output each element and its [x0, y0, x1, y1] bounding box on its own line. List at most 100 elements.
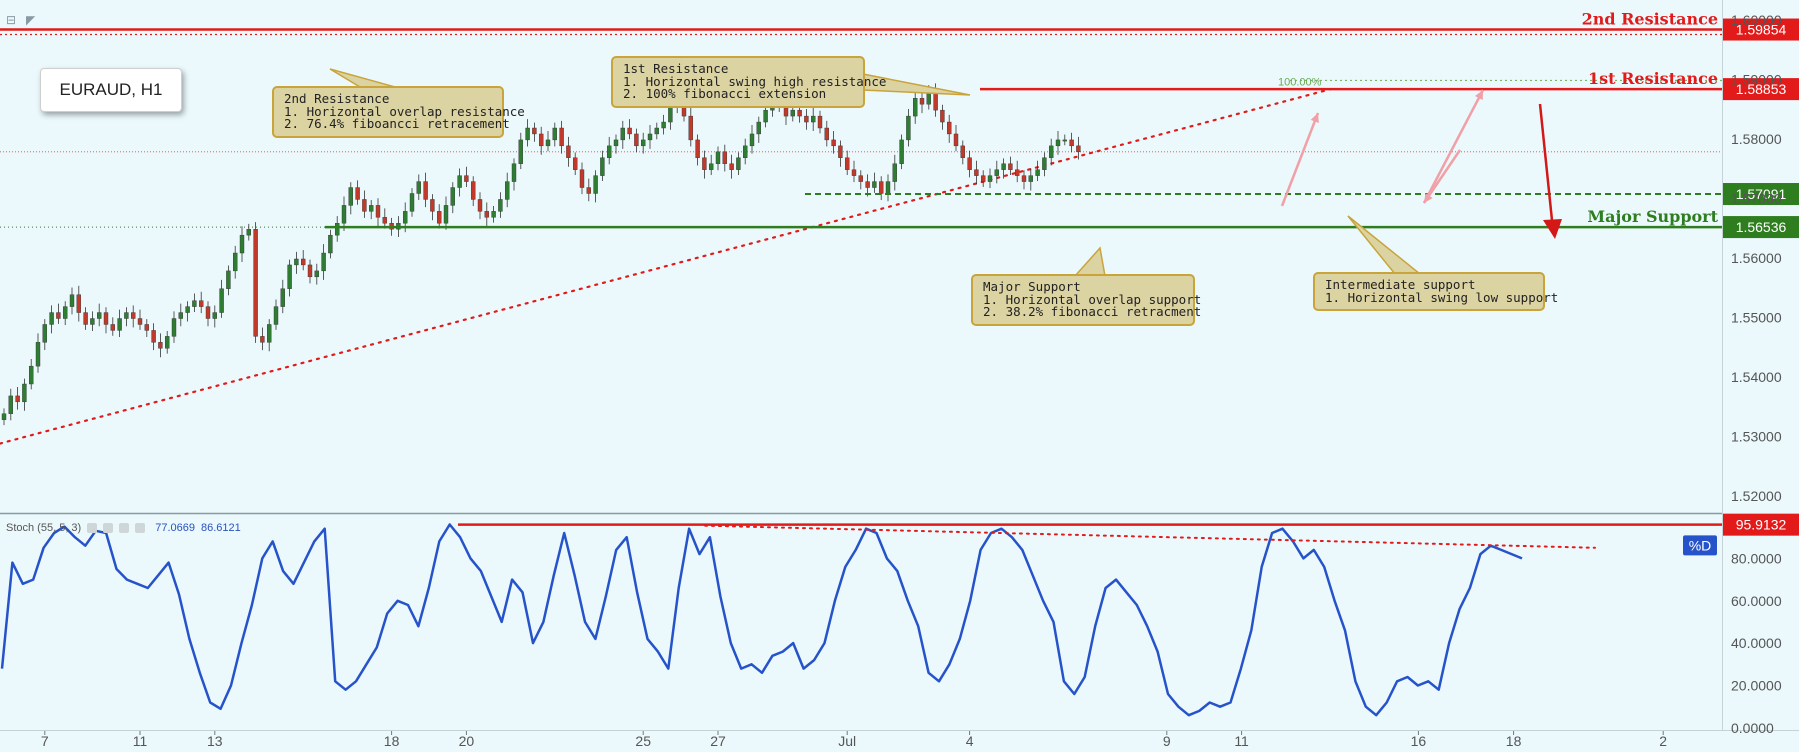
candle-body	[198, 300, 204, 307]
time-tick-label: 7	[41, 733, 49, 749]
intermediate-support-price-tag	[1723, 183, 1799, 206]
time-tick-label: 27	[710, 733, 726, 749]
candle-body	[1042, 157, 1047, 170]
fib-projection-arrow-down-head	[1424, 193, 1433, 203]
candle-body	[749, 133, 755, 147]
callout-second-resistance[interactable]: 2nd Resistance 1. Horizontal overlap res…	[272, 86, 525, 138]
candle-body	[178, 312, 184, 319]
candle-body	[430, 199, 435, 212]
price-tick-label: 1.60000	[1731, 12, 1782, 28]
candle-body	[879, 181, 884, 194]
candle-body	[960, 145, 965, 158]
candle-body	[22, 383, 27, 403]
candle-body	[763, 109, 768, 123]
intermediate-support-price-label: 1.57091	[1736, 186, 1787, 202]
candle-body	[226, 270, 231, 289]
candle-body	[267, 324, 272, 343]
candle-body	[1048, 145, 1054, 158]
candle-body	[307, 264, 313, 278]
rising-trendline	[0, 88, 1332, 445]
candle-body	[42, 324, 47, 343]
candle-body	[171, 318, 177, 337]
callout-first-resistance[interactable]: 1st Resistance 1. Horizontal swing high …	[611, 56, 886, 108]
target-arrow-head	[1543, 219, 1562, 239]
callout-line: 2. 76.4% fiboancci retracement	[284, 116, 510, 131]
candle-body	[232, 252, 238, 272]
stoch-d-line	[0, 523, 1523, 717]
candle-body	[239, 234, 245, 254]
candle-body	[205, 306, 211, 319]
callout-line: 1. Horizontal swing low support	[1325, 289, 1559, 305]
price-tick-label: 1.56000	[1731, 250, 1782, 266]
candle-body	[804, 115, 809, 123]
candle-body	[858, 175, 863, 182]
candle-body	[573, 157, 578, 170]
add-icon[interactable]	[119, 523, 130, 533]
candle-body	[613, 139, 619, 147]
candle-body	[940, 109, 945, 123]
time-tick-label: 11	[133, 733, 148, 749]
candle-body	[906, 115, 911, 141]
candle-body	[913, 98, 918, 117]
callout-intermediate-support[interactable]: Intermediate support 1. Horizontal swing…	[1313, 272, 1559, 311]
candle-body	[35, 342, 41, 367]
stoch-tick-label: 0.0000	[1731, 720, 1774, 736]
candle-body	[545, 139, 551, 147]
stoch-level-tag	[1723, 513, 1799, 536]
corner-flag-icon[interactable]: ◤	[26, 13, 36, 27]
candle-body	[192, 300, 197, 307]
candle-body	[729, 163, 734, 170]
settings-icon[interactable]	[103, 523, 114, 533]
candle-body	[328, 234, 333, 254]
candle-body	[137, 318, 143, 325]
candle-body	[416, 181, 421, 194]
candle-body	[1028, 175, 1034, 182]
fib-projection-arrow-up-2	[1422, 89, 1485, 204]
first-resistance-label: 1st Resistance	[1588, 69, 1718, 88]
candle-body	[797, 109, 802, 117]
price-tick-label: 1.53000	[1731, 429, 1782, 445]
candle-body	[321, 252, 326, 272]
time-tick-label: 2	[1659, 733, 1667, 749]
callout-title: Intermediate support	[1325, 277, 1476, 292]
candle-body	[831, 139, 836, 147]
candle-body	[885, 181, 891, 194]
candle-body	[845, 157, 850, 170]
candle-body	[164, 336, 170, 349]
candle-body	[56, 312, 61, 319]
candle-body	[301, 258, 306, 266]
candle-body	[552, 127, 557, 141]
second-resistance-label: 2nd Resistance	[1582, 10, 1718, 29]
candle-body	[974, 169, 979, 176]
candle-body	[314, 270, 319, 278]
eye-icon[interactable]	[87, 523, 98, 533]
stoch-level-label: 95.9132	[1736, 517, 1787, 533]
time-tick-label: 16	[1411, 733, 1427, 749]
candle-body	[593, 175, 598, 194]
major-support-price-tag	[1723, 216, 1799, 239]
time-tick-label: 18	[1506, 733, 1522, 749]
candle-body	[158, 342, 163, 349]
collapse-pane-icon[interactable]: ⊟	[6, 13, 17, 27]
candle-body	[69, 294, 75, 307]
stoch-d-value: 86.6121	[200, 522, 241, 534]
stoch-tick-label: 80.0000	[1731, 550, 1782, 566]
time-tick-label: 25	[635, 733, 651, 749]
candle-body	[511, 163, 517, 182]
candle-body	[403, 211, 408, 224]
candle-body	[253, 229, 258, 337]
close-icon[interactable]	[135, 523, 146, 533]
candle-body	[967, 157, 972, 170]
candle-body	[382, 217, 387, 224]
first-resistance-price-tag	[1723, 78, 1799, 101]
time-tick-label: 18	[384, 733, 400, 749]
candle-body	[273, 306, 279, 325]
stoch-d-badge-label: %D	[1689, 537, 1712, 553]
candle-body	[525, 127, 530, 141]
candle-body	[607, 145, 612, 158]
callout-major-support[interactable]: Major Support 1. Horizontal overlap supp…	[971, 274, 1201, 326]
first-resistance-price-label: 1.58853	[1736, 81, 1787, 97]
candle-body	[851, 169, 857, 176]
candle-body	[722, 151, 727, 164]
